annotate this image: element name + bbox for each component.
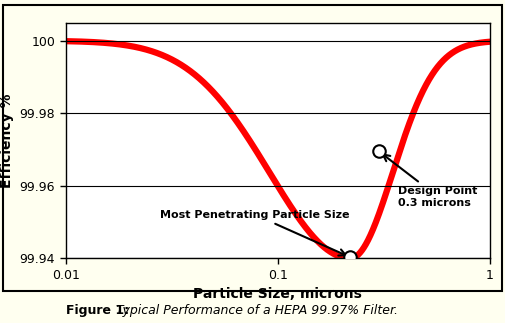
- Text: Design Point
0.3 microns: Design Point 0.3 microns: [383, 154, 478, 208]
- Text: Figure 1:: Figure 1:: [66, 304, 129, 317]
- X-axis label: Particle Size, microns: Particle Size, microns: [193, 287, 362, 301]
- Text: Most Penetrating Particle Size: Most Penetrating Particle Size: [161, 210, 350, 255]
- Y-axis label: Efficiency %: Efficiency %: [0, 93, 14, 188]
- Text: Typical Performance of a HEPA 99.97% Filter.: Typical Performance of a HEPA 99.97% Fil…: [112, 304, 398, 317]
